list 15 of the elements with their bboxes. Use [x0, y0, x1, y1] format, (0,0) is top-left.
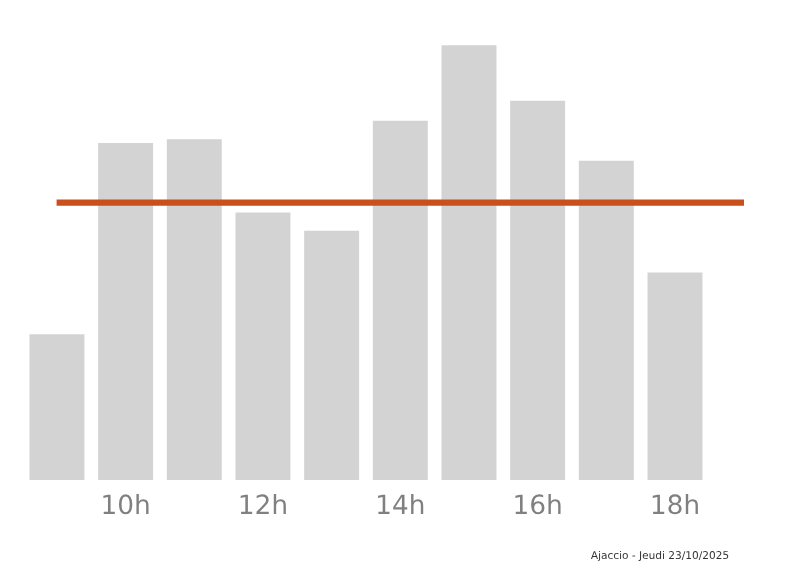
bar [441, 45, 497, 480]
x-tick-label: 18h [652, 493, 698, 515]
bar [647, 272, 703, 480]
bar [29, 334, 85, 480]
x-tick-label: 12h [240, 493, 286, 514]
x-tick-label: 10h [103, 493, 149, 515]
bar [372, 120, 428, 480]
bar [166, 139, 222, 480]
x-tick-label: 16h [515, 493, 561, 515]
bar [510, 100, 566, 480]
bar [98, 143, 154, 480]
x-tick-label: 14h [378, 493, 424, 514]
bar [304, 230, 360, 480]
bar [235, 212, 291, 480]
bar [578, 160, 634, 480]
